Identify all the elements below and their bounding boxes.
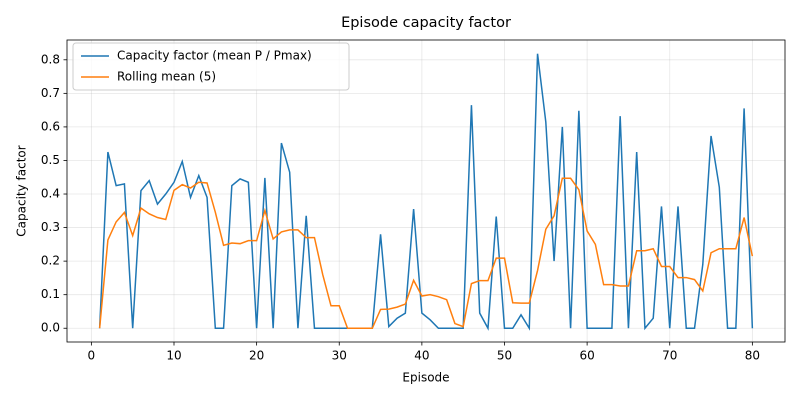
x-tick-label: 30 xyxy=(332,349,347,363)
x-tick-label: 60 xyxy=(579,349,594,363)
y-tick-label: 0.1 xyxy=(41,287,60,301)
x-axis-label: Episode xyxy=(402,371,449,385)
legend-label: Capacity factor (mean P / Pmax) xyxy=(117,49,312,63)
legend-box xyxy=(72,42,350,91)
x-tick-label: 40 xyxy=(414,349,429,363)
y-tick-label: 0.0 xyxy=(41,321,60,335)
x-tick-label: 20 xyxy=(249,349,264,363)
data-line xyxy=(98,177,754,329)
y-tick-label: 0.3 xyxy=(41,220,60,234)
data-line xyxy=(98,53,754,331)
chart-title: Episode capacity factor xyxy=(341,15,511,31)
x-tick-label: 10 xyxy=(166,349,181,363)
plot-frame xyxy=(66,39,786,343)
y-tick-label: 0.4 xyxy=(41,187,60,201)
x-tick-label: 70 xyxy=(662,349,677,363)
y-tick-label: 0.5 xyxy=(41,153,60,167)
y-tick-label: 0.6 xyxy=(41,119,60,133)
y-tick-label: 0.7 xyxy=(41,86,60,100)
y-tick-label: 0.2 xyxy=(41,254,60,268)
legend-label: Rolling mean (5) xyxy=(117,70,216,84)
x-tick-label: 0 xyxy=(88,349,96,363)
x-tick-label: 80 xyxy=(745,349,760,363)
x-tick-label: 50 xyxy=(497,349,512,363)
y-axis-label: Capacity factor xyxy=(15,145,29,236)
y-tick-label: 0.8 xyxy=(41,52,60,66)
